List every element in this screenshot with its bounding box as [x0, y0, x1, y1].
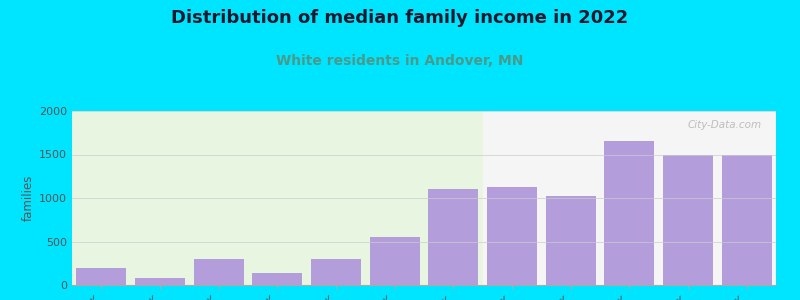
Bar [253, 273, 302, 285]
Bar [311, 259, 361, 285]
Bar [429, 189, 478, 285]
Bar [370, 237, 419, 285]
Bar [722, 154, 771, 285]
Text: White residents in Andover, MN: White residents in Andover, MN [276, 54, 524, 68]
Bar [663, 154, 713, 285]
Bar [487, 187, 537, 285]
Bar [546, 196, 595, 285]
Bar [482, 111, 776, 285]
Bar [194, 259, 243, 285]
Y-axis label: families: families [22, 175, 35, 221]
Bar [135, 278, 185, 285]
Bar [77, 268, 126, 285]
Bar [72, 111, 482, 285]
Bar [605, 141, 654, 285]
Text: City-Data.com: City-Data.com [688, 120, 762, 130]
Text: Distribution of median family income in 2022: Distribution of median family income in … [171, 9, 629, 27]
